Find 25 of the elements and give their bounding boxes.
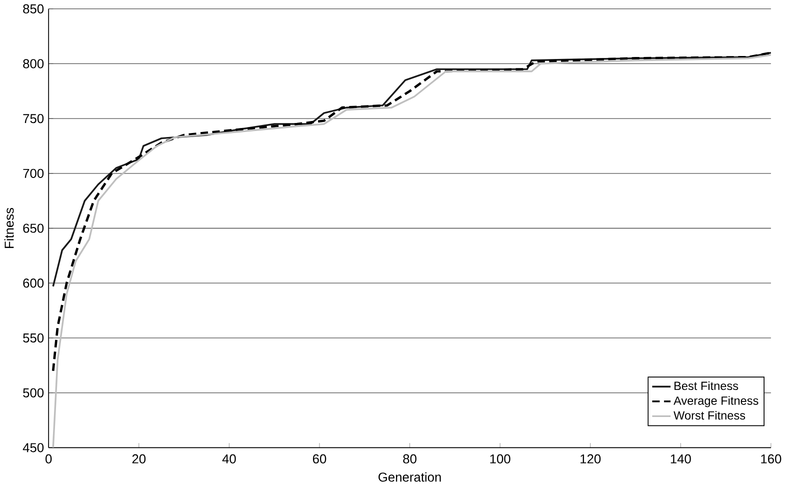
x-tick-label: 120 (580, 454, 601, 464)
x-tick-label: 80 (403, 454, 416, 464)
x-tick-label: 20 (132, 454, 146, 464)
line-series (52, 54, 771, 448)
x-axis-title: Generation (378, 472, 441, 482)
x-tick-label: 160 (761, 454, 782, 464)
y-tick-label: 550 (23, 333, 44, 343)
legend-label: Worst Fitness (674, 410, 746, 420)
y-tick-label: 750 (23, 114, 44, 124)
y-tick-label: 450 (22, 443, 44, 452)
y-tick-label: 650 (23, 224, 44, 233)
x-tick-label: 100 (490, 454, 510, 464)
y-tick-label: 700 (23, 168, 44, 178)
legend-label: Average Fitness (674, 396, 758, 408)
x-tick-label: 0 (46, 454, 52, 464)
y-axis-title: Fitness (4, 208, 14, 248)
x-tick-label: 60 (312, 454, 326, 464)
legend-label: Best Fitness (674, 381, 738, 390)
x-tick-label: 140 (670, 454, 691, 464)
y-tick-label: 800 (23, 59, 44, 68)
x-tick-label: 40 (222, 454, 236, 464)
y-tick-label: 600 (23, 278, 44, 288)
y-tick-label: 850 (23, 4, 44, 14)
y-tick-label: 500 (23, 388, 44, 398)
line-series (52, 52, 771, 372)
